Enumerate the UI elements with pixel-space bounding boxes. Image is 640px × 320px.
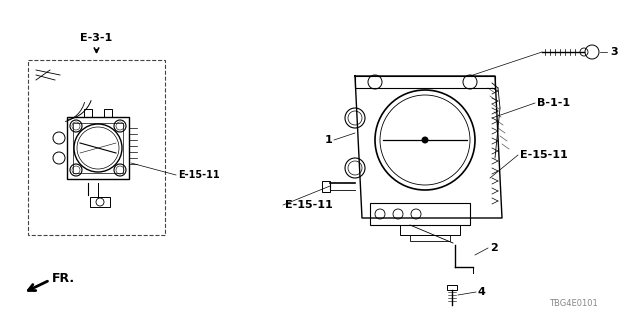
Text: 4: 4 [478, 287, 486, 297]
Bar [104, 109, 112, 117]
Text: B-1-1: B-1-1 [537, 98, 570, 108]
Text: TBG4E0101: TBG4E0101 [549, 299, 598, 308]
Text: E-15-11: E-15-11 [285, 200, 333, 210]
Text: 3: 3 [610, 47, 618, 57]
Bar [410, 235, 450, 241]
Text: E-15-11: E-15-11 [520, 150, 568, 160]
Bar [67, 117, 129, 179]
Text: E-3-1: E-3-1 [81, 33, 113, 43]
Polygon shape [355, 76, 502, 218]
Bar [322, 181, 330, 192]
Bar [400, 225, 460, 235]
Text: FR.: FR. [52, 273, 75, 285]
Bar [90, 197, 110, 207]
Text: E-15-11: E-15-11 [178, 170, 220, 180]
Bar [84, 109, 92, 117]
Text: 2: 2 [490, 243, 498, 253]
Bar [355, 76, 495, 88]
Bar [73, 123, 123, 173]
Bar [370, 203, 470, 225]
Circle shape [422, 137, 428, 143]
Bar [447, 285, 457, 290]
Bar [28, 60, 165, 235]
Text: 1: 1 [324, 135, 332, 145]
